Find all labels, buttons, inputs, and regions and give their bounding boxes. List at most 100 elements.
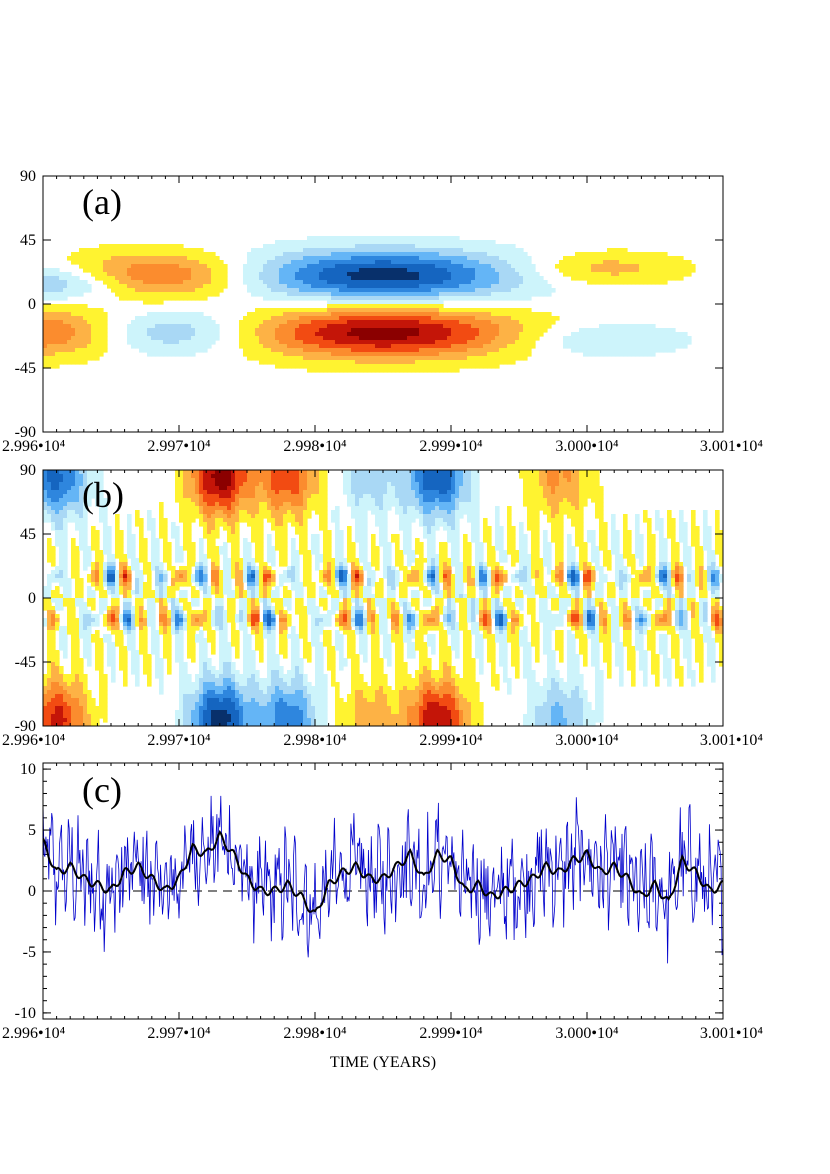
heat-a-cell	[295, 328, 300, 333]
heat-a-cell	[247, 256, 252, 261]
heat-a-cell	[387, 368, 392, 373]
heat-a-cell	[343, 284, 348, 289]
heat-b-cell	[123, 646, 128, 651]
heat-a-cell	[463, 320, 468, 325]
heat-b-cell	[79, 694, 84, 699]
heat-a-cell	[479, 280, 484, 285]
heat-a-cell	[663, 340, 668, 345]
heat-a-cell	[367, 320, 372, 325]
heat-a-cell	[335, 284, 340, 289]
heat-a-cell	[99, 276, 104, 281]
heat-a-cell	[139, 244, 144, 249]
heat-a-cell	[211, 324, 216, 329]
heat-b-cell	[139, 550, 144, 555]
heat-b-cell	[139, 590, 144, 595]
heat-a-cell	[655, 348, 660, 353]
heat-b-cell	[79, 658, 84, 663]
heat-a-cell	[451, 356, 456, 361]
heat-a-cell	[135, 292, 140, 297]
heat-b-cell	[87, 634, 92, 639]
heat-a-cell	[75, 340, 80, 345]
heat-a-cell	[479, 332, 484, 337]
heat-b-cell	[151, 598, 156, 603]
heat-a-cell	[471, 332, 476, 337]
heat-a-cell	[163, 348, 168, 353]
heat-b-cell	[123, 658, 128, 663]
heat-b-cell	[99, 702, 104, 707]
heat-b-cell	[99, 638, 104, 643]
heat-a-cell	[159, 324, 164, 329]
heat-a-cell	[343, 352, 348, 357]
heat-b-cell	[131, 538, 136, 543]
heat-a-cell	[191, 252, 196, 257]
heat-a-cell	[143, 260, 148, 265]
heat-a-cell	[147, 348, 152, 353]
heat-b-cell	[107, 622, 112, 627]
heat-a-cell	[63, 348, 68, 353]
heat-a-cell	[291, 316, 296, 321]
heat-a-cell	[347, 328, 352, 333]
heat-a-cell	[355, 292, 360, 297]
heat-a-cell	[311, 344, 316, 349]
heat-a-cell	[403, 268, 408, 273]
heat-a-cell	[163, 284, 168, 289]
heat-a-cell	[427, 256, 432, 261]
heat-a-cell	[487, 252, 492, 257]
heat-a-cell	[431, 328, 436, 333]
heat-b-cell	[67, 494, 72, 499]
heat-b-cell	[119, 586, 124, 591]
heat-a-cell	[103, 312, 108, 317]
heat-a-cell	[395, 364, 400, 369]
heat-b-cell	[115, 582, 120, 587]
heat-a-cell	[319, 276, 324, 281]
heat-a-cell	[407, 280, 412, 285]
heat-b-cell	[43, 518, 48, 523]
heat-b-cell	[55, 602, 60, 607]
heat-a-cell	[475, 280, 480, 285]
heat-a-cell	[171, 256, 176, 261]
heat-b-cell	[75, 514, 80, 519]
heat-a-cell	[527, 348, 532, 353]
heat-a-cell	[419, 320, 424, 325]
heat-b-cell	[103, 710, 108, 715]
heat-a-cell	[167, 320, 172, 325]
heat-a-cell	[475, 276, 480, 281]
heat-b-cell	[143, 666, 148, 671]
heat-b-cell	[51, 630, 56, 635]
heat-a-cell	[363, 240, 368, 245]
heat-a-cell	[539, 288, 544, 293]
heat-a-cell	[447, 348, 452, 353]
heat-b-cell	[59, 494, 64, 499]
heat-a-cell	[199, 292, 204, 297]
heat-b-cell	[103, 566, 108, 571]
heat-a-cell	[387, 288, 392, 293]
heat-a-cell	[343, 316, 348, 321]
heat-a-cell	[251, 336, 256, 341]
heat-a-cell	[575, 344, 580, 349]
heat-a-cell	[455, 344, 460, 349]
heat-a-cell	[623, 344, 628, 349]
heat-a-cell	[299, 248, 304, 253]
heat-a-cell	[195, 312, 200, 317]
heat-b-cell	[147, 582, 152, 587]
heat-a-cell	[263, 344, 268, 349]
heat-b-cell	[47, 670, 52, 675]
heat-a-cell	[43, 360, 48, 365]
heat-a-cell	[415, 360, 420, 365]
heat-b-cell	[123, 594, 128, 599]
heat-a-cell	[415, 288, 420, 293]
heat-a-cell	[335, 288, 340, 293]
heat-a-cell	[291, 352, 296, 357]
heat-a-cell	[539, 280, 544, 285]
heat-a-cell	[579, 336, 584, 341]
heat-a-cell	[283, 268, 288, 273]
heat-a-cell	[395, 280, 400, 285]
heat-a-cell	[135, 260, 140, 265]
heat-b-cell	[51, 722, 56, 726]
heat-a-cell	[419, 344, 424, 349]
heat-b-cell	[83, 702, 88, 707]
heat-a-cell	[431, 300, 436, 305]
heat-a-cell	[587, 260, 592, 265]
heat-a-cell	[587, 272, 592, 277]
